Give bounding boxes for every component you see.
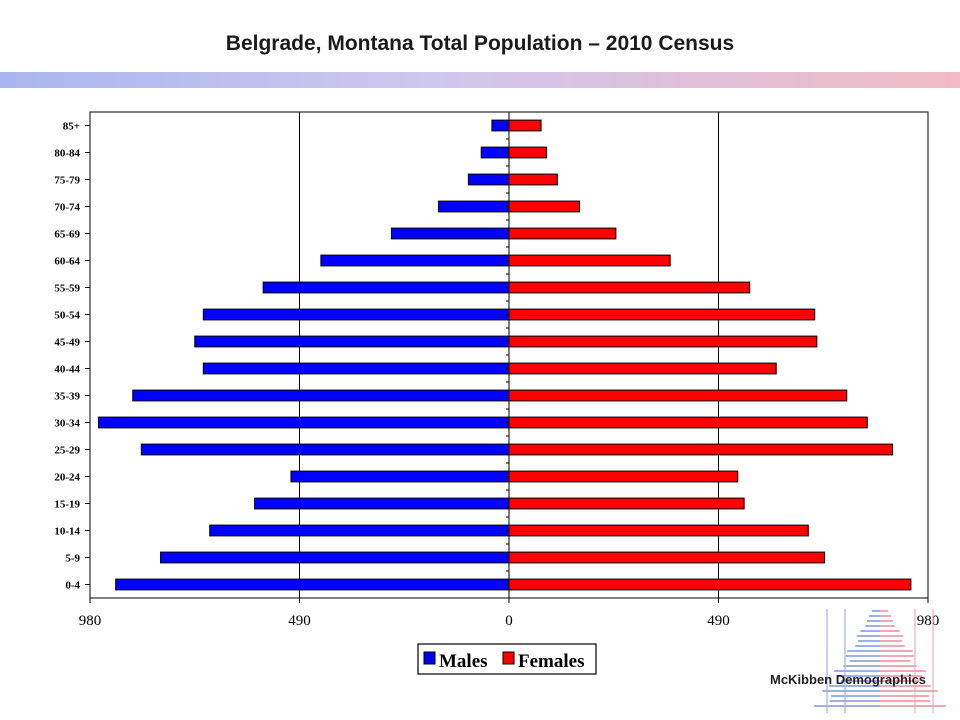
y-tick-label: 60-64 [54,256,80,268]
bar-females-30-34 [508,416,868,429]
y-tick-label: 35-39 [54,391,80,403]
bar-males-30-34 [98,416,510,429]
y-tick-label: 30-34 [54,418,80,430]
bar-males-60-64 [320,254,510,267]
bar-females-85+ [508,119,542,132]
bar-females-45-49 [508,335,818,348]
y-tick-label: 15-19 [54,499,80,511]
bar-males-55-59 [262,281,510,294]
y-tick-label: 10-14 [54,526,80,538]
bar-females-40-44 [508,362,777,375]
y-tick-label: 85+ [63,121,80,133]
bar-males-65-69 [390,227,510,240]
y-tick-label: 75-79 [54,175,80,187]
x-tick-label: 980 [917,613,940,629]
y-tick-label: 25-29 [54,445,80,457]
bar-males-10-14 [209,524,510,537]
y-tick-label: 55-59 [54,283,80,295]
bar-females-25-29 [508,443,894,456]
bar-males-20-24 [290,470,510,483]
x-tick-label: 490 [707,613,730,629]
bar-females-10-14 [508,524,809,537]
bar-females-65-69 [508,227,617,240]
bar-males-25-29 [140,443,510,456]
legend-label-females: Females [518,651,584,672]
chart-legend: Males Females [417,643,597,675]
bar-males-45-49 [194,335,510,348]
page-title: Belgrade, Montana Total Population – 201… [225,32,735,55]
bar-females-5-9 [508,551,826,564]
y-tick-label: 45-49 [54,337,80,349]
bar-females-75-79 [508,173,558,186]
brand-label: McKibben Demographics [770,672,927,687]
bar-females-70-74 [508,200,581,213]
bar-females-80-84 [508,146,548,159]
y-tick-label: 80-84 [54,148,80,160]
bar-females-35-39 [508,389,848,402]
bar-females-15-19 [508,497,745,510]
bar-males-80-84 [480,146,510,159]
y-tick-label: 70-74 [54,202,80,214]
legend-label-males: Males [439,651,488,672]
title-divider [0,72,960,88]
x-tick-label: 0 [505,613,513,629]
x-tick-label: 980 [79,613,102,629]
bar-males-75-79 [467,173,510,186]
bar-females-60-64 [508,254,671,267]
mckibben-logo-icon [814,609,946,713]
legend-swatch-females [502,651,515,665]
bar-males-5-9 [160,551,510,564]
bar-males-40-44 [202,362,510,375]
bar-males-0-4 [115,578,510,591]
bar-males-50-54 [202,308,510,321]
legend-box [417,643,597,675]
y-tick-label: 5-9 [65,553,80,565]
bar-females-50-54 [508,308,816,321]
y-tick-label: 40-44 [54,364,80,376]
y-tick-label: 50-54 [54,310,80,322]
y-tick-label: 20-24 [54,472,80,484]
bar-males-35-39 [132,389,510,402]
bar-females-55-59 [508,281,751,294]
bar-males-15-19 [254,497,510,510]
bar-females-0-4 [508,578,912,591]
bar-females-20-24 [508,470,739,483]
bar-males-70-74 [437,200,510,213]
y-tick-label: 0-4 [65,580,80,592]
y-tick-label: 65-69 [54,229,80,241]
legend-swatch-males [423,651,436,665]
x-tick-label: 490 [288,613,311,629]
